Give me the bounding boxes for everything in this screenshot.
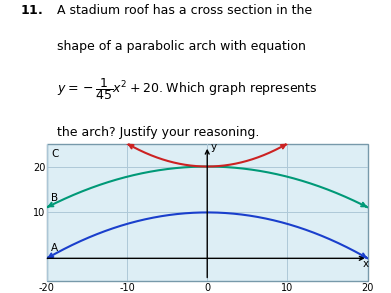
Text: A stadium roof has a cross section in the: A stadium roof has a cross section in th… — [57, 4, 312, 17]
Text: shape of a parabolic arch with equation: shape of a parabolic arch with equation — [57, 40, 306, 53]
Text: C: C — [51, 149, 58, 159]
Text: y: y — [211, 142, 217, 152]
Text: B: B — [51, 193, 58, 203]
Text: x: x — [363, 259, 369, 269]
Text: $\mathbf{11.}$: $\mathbf{11.}$ — [20, 4, 43, 17]
Text: the arch? Justify your reasoning.: the arch? Justify your reasoning. — [57, 126, 259, 139]
Text: $y = -\dfrac{1}{45}x^2 + 20$. Which graph represents: $y = -\dfrac{1}{45}x^2 + 20$. Which grap… — [57, 76, 317, 102]
Text: A: A — [51, 243, 58, 253]
